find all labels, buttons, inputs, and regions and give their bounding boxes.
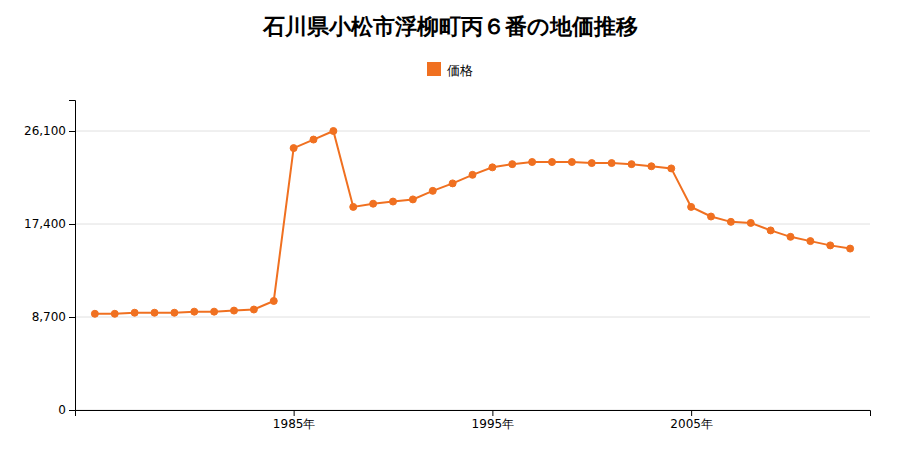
y-axis-tick: 26,100 [24, 124, 75, 138]
series-marker [549, 159, 556, 166]
series-marker [111, 310, 118, 317]
grid-line [75, 131, 870, 132]
series-marker [608, 160, 615, 167]
series-marker [151, 309, 158, 316]
series-marker [429, 187, 436, 194]
series-marker [449, 180, 456, 187]
series-marker [390, 198, 397, 205]
series-marker [250, 306, 257, 313]
legend-swatch [427, 62, 441, 76]
series-marker [91, 310, 98, 317]
legend-item: 価格 [427, 62, 473, 78]
series-marker [469, 171, 476, 178]
y-axis: 0 8,700 17,400 26,100 [24, 101, 76, 418]
x-axis-tick-label: 2005年 [670, 417, 713, 431]
series-marker [767, 227, 774, 234]
x-axis-tick: 2005年 [670, 410, 713, 431]
y-axis-tick-mark [69, 410, 75, 411]
x-axis-tick-mark [691, 410, 692, 416]
y-axis-tick-mark [69, 317, 75, 318]
series-marker [688, 203, 695, 210]
series-marker [787, 233, 794, 240]
grid [75, 131, 870, 410]
y-axis-line [69, 101, 76, 411]
y-axis-tick-mark [69, 131, 75, 132]
plot: 1985年 1995年 2005年 0 8,700 17,400 26,100 [24, 101, 871, 431]
series-marker [211, 308, 218, 315]
chart: 石川県小松市浮柳町丙６番の地価推移 1985年 1995年 2005年 0 8,700 17… [0, 0, 900, 450]
series-marker [509, 161, 516, 168]
y-axis-tick: 8,700 [32, 310, 75, 324]
series-marker [191, 308, 198, 315]
series-marker [231, 307, 238, 314]
series-marker [628, 161, 635, 168]
series-marker [270, 297, 277, 304]
series-marker [668, 165, 675, 172]
series-marker [827, 242, 834, 249]
y-axis-tick-label: 8,700 [32, 310, 66, 324]
legend: 価格 [427, 62, 473, 78]
x-axis-tick-mark [294, 410, 295, 416]
title: 石川県小松市浮柳町丙６番の地価推移 [262, 14, 638, 39]
x-axis: 1985年 1995年 2005年 [76, 410, 871, 431]
y-axis-tick: 17,400 [24, 217, 75, 231]
x-axis-tick-label: 1985年 [273, 417, 316, 431]
series-marker [370, 200, 377, 207]
series-marker [727, 218, 734, 225]
x-axis-tick-label: 1995年 [472, 417, 515, 431]
y-axis-tick: 0 [58, 403, 75, 417]
x-axis-tick: 1995年 [472, 410, 515, 431]
y-axis-tick-label: 17,400 [24, 217, 66, 231]
series-group [91, 128, 853, 318]
series-marker [330, 128, 337, 135]
series-marker [529, 159, 536, 166]
series-marker [409, 196, 416, 203]
series-marker [350, 203, 357, 210]
legend-label: 価格 [447, 63, 473, 78]
y-axis-tick-label: 26,100 [24, 124, 66, 138]
x-axis-tick-mark [492, 410, 493, 416]
series-marker [648, 163, 655, 170]
y-axis-tick-mark [69, 224, 75, 225]
grid-line [75, 317, 870, 318]
series-marker [847, 245, 854, 252]
y-axis-tick-label: 0 [58, 403, 66, 417]
series-marker [747, 219, 754, 226]
series-marker [708, 213, 715, 220]
series-marker [588, 160, 595, 167]
series-line [95, 131, 850, 314]
x-axis-tick: 1985年 [273, 410, 316, 431]
series-marker [489, 164, 496, 171]
series-marker [568, 159, 575, 166]
series-marker [131, 309, 138, 316]
x-axis-line [76, 411, 871, 417]
series-marker [310, 136, 317, 143]
series-marker [807, 238, 814, 245]
series-marker [290, 145, 297, 152]
series-marker [171, 309, 178, 316]
